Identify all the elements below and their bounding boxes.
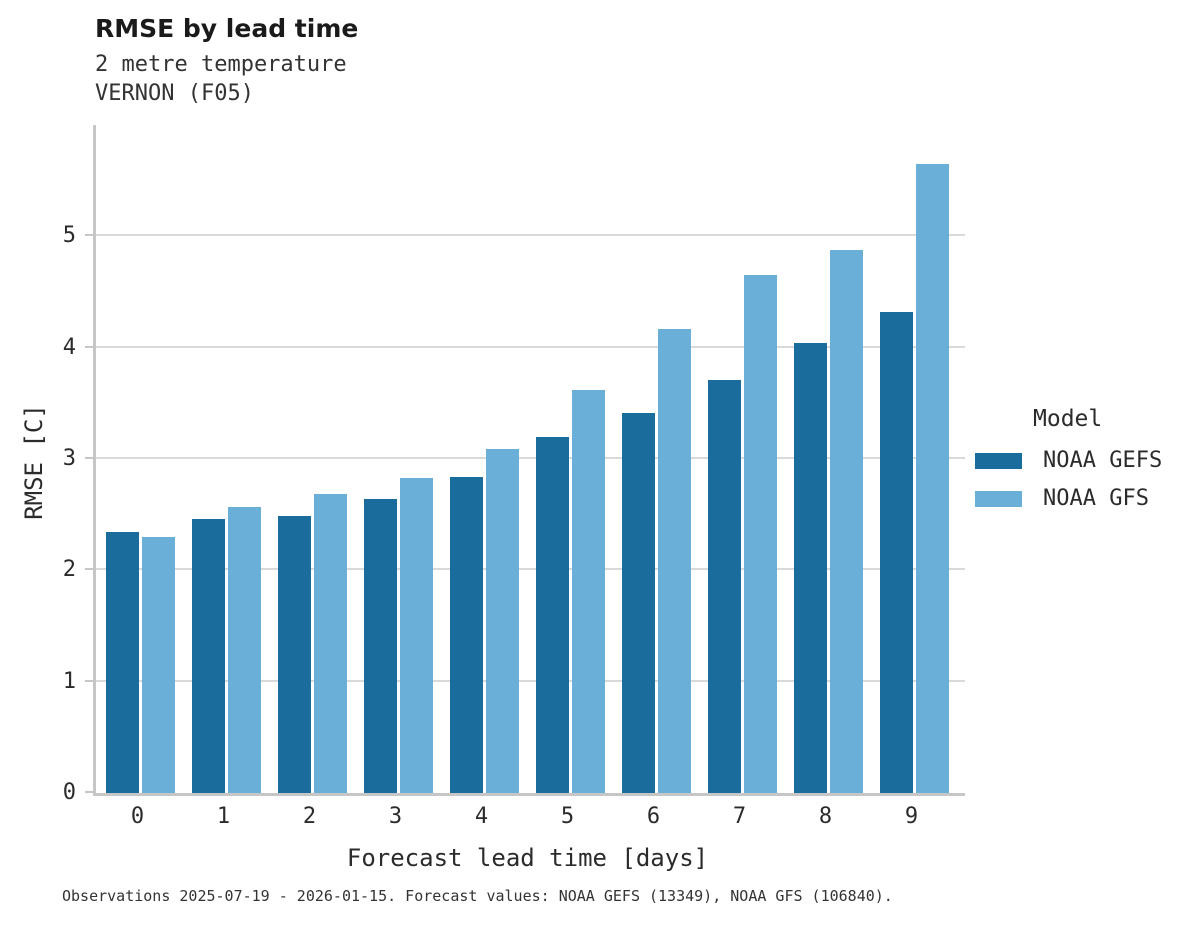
legend-title: Model [1033,406,1103,432]
plot-area [85,125,965,796]
bar-noaa-gfs-day8 [830,249,863,793]
chart-title: RMSE by lead time [95,14,359,43]
bar-noaa-gefs-day4 [450,476,483,793]
gridline-y1 [96,679,965,682]
x-tick-label-2: 2 [302,804,317,829]
gridline-y4 [96,345,965,348]
y-tick-mark [85,457,93,459]
legend-swatch-gfs-icon [975,490,1022,507]
x-tick-label-5: 5 [560,804,575,829]
bar-noaa-gefs-day8 [794,343,827,793]
gridline-y3 [96,457,965,459]
x-axis-title: Forecast lead time [days] [346,844,709,872]
bar-noaa-gefs-day7 [708,379,741,793]
y-tick-label-5: 5 [62,223,76,249]
bar-noaa-gfs-day5 [572,389,605,793]
x-tick-label-9: 9 [904,804,919,829]
y-tick-label-4: 4 [62,334,76,360]
y-tick-label-0: 0 [62,780,76,805]
bar-noaa-gfs-day9 [916,163,949,793]
chart-subtitle-station: VERNON (F05) [95,81,254,106]
bar-noaa-gfs-day2 [314,493,347,793]
legend-label-gefs: NOAA GEFS [1043,448,1163,473]
bar-noaa-gfs-day1 [228,506,261,793]
x-tick-label-7: 7 [732,804,747,829]
bar-noaa-gfs-day7 [744,275,777,793]
y-tick-label-3: 3 [62,446,76,471]
legend-entry-gfs: NOAA GFS [975,486,1162,511]
x-tick-label-3: 3 [388,804,403,829]
bar-noaa-gfs-day3 [400,477,433,793]
bar-noaa-gefs-day2 [278,515,311,793]
x-tick-label-6: 6 [646,804,661,829]
x-tick-label-8: 8 [818,804,833,829]
x-tick-label-1: 1 [216,804,231,829]
bar-noaa-gefs-day5 [536,436,569,793]
gridline-y2 [96,568,965,571]
bar-noaa-gefs-day0 [106,532,139,793]
legend-swatch-gefs-icon [975,452,1022,469]
legend-label-gfs: NOAA GFS [1043,486,1149,511]
footer-caption: Observations 2025-07-19 - 2026-01-15. Fo… [62,887,893,905]
bar-noaa-gefs-day3 [364,499,397,793]
y-tick-label-2: 2 [62,557,76,583]
legend-entry-gefs: NOAA GEFS [975,448,1162,473]
x-tick-label-0: 0 [130,804,145,829]
bar-noaa-gefs-day6 [622,413,655,793]
x-tick-label-4: 4 [474,804,489,829]
bar-noaa-gfs-day6 [658,328,691,793]
bar-noaa-gefs-day9 [880,312,913,793]
gridline-y5 [96,234,965,237]
y-tick-mark [85,234,93,237]
y-tick-mark [85,791,93,793]
legend: Model NOAA GEFS NOAA GFS [975,406,1162,524]
y-tick-mark [85,679,93,682]
bar-noaa-gefs-day1 [192,519,225,793]
y-tick-mark [85,568,93,571]
bar-noaa-gfs-day0 [142,536,175,793]
y-tick-mark [85,345,93,348]
chart-subtitle-variable: 2 metre temperature [95,52,347,77]
y-tick-label-1: 1 [62,668,76,694]
bar-noaa-gfs-day4 [486,448,519,793]
